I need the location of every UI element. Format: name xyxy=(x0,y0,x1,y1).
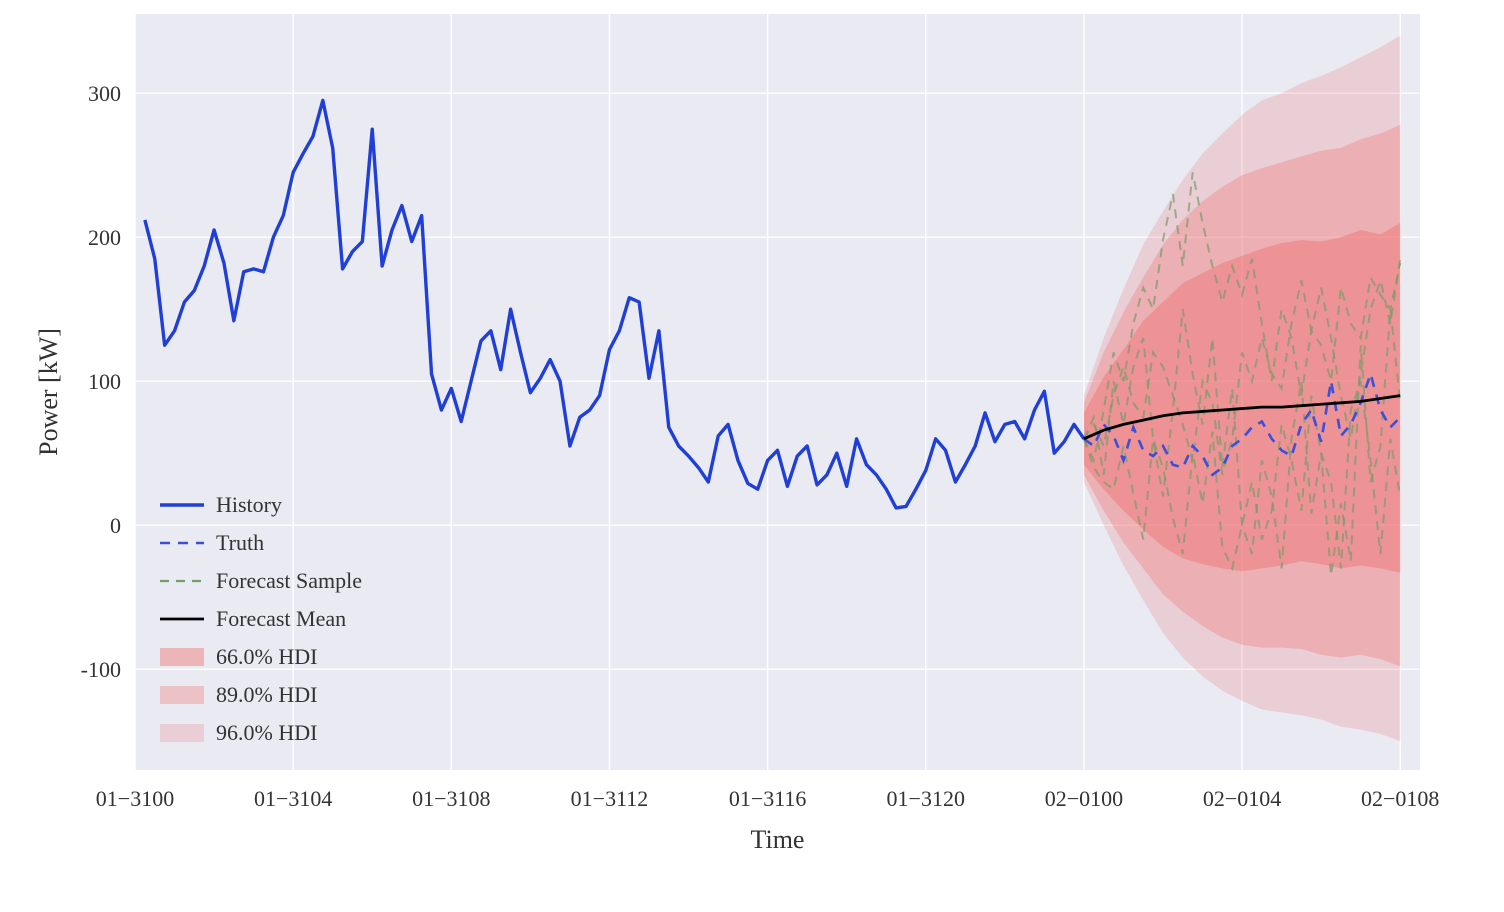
y-tick-label: 300 xyxy=(88,81,121,106)
legend-label: 96.0% HDI xyxy=(216,720,317,745)
y-tick-label: 0 xyxy=(110,513,121,538)
y-tick-label: 100 xyxy=(88,369,121,394)
y-tick-label: 200 xyxy=(88,225,121,250)
x-tick-label: 02−0100 xyxy=(1045,786,1123,811)
legend-label: 66.0% HDI xyxy=(216,644,317,669)
x-tick-label: 01−3108 xyxy=(412,786,490,811)
legend-label: Truth xyxy=(216,530,264,555)
y-axis-label: Power [kW] xyxy=(34,328,63,456)
x-tick-label: 01−3120 xyxy=(887,786,965,811)
chart-svg: -100 0 100 200 300 01−3100 01−3104 01−3108 01−31… xyxy=(0,0,1504,912)
x-tick-label: 01−3100 xyxy=(96,786,174,811)
x-tick-label: 02−0104 xyxy=(1203,786,1281,811)
legend-label: History xyxy=(216,492,282,517)
forecast-chart: -100 0 100 200 300 01−3100 01−3104 01−3108 01−31… xyxy=(0,0,1504,912)
x-tick-label: 01−3112 xyxy=(571,786,649,811)
legend-label: 89.0% HDI xyxy=(216,682,317,707)
x-axis-label: Time xyxy=(751,825,805,854)
x-tick-label: 02−0108 xyxy=(1361,786,1439,811)
x-tick-label: 01−3104 xyxy=(254,786,332,811)
x-tick-label: 01−3116 xyxy=(729,786,807,811)
legend-label: Forecast Sample xyxy=(216,568,362,593)
legend-label: Forecast Mean xyxy=(216,606,346,631)
y-tick-label: -100 xyxy=(81,657,121,682)
